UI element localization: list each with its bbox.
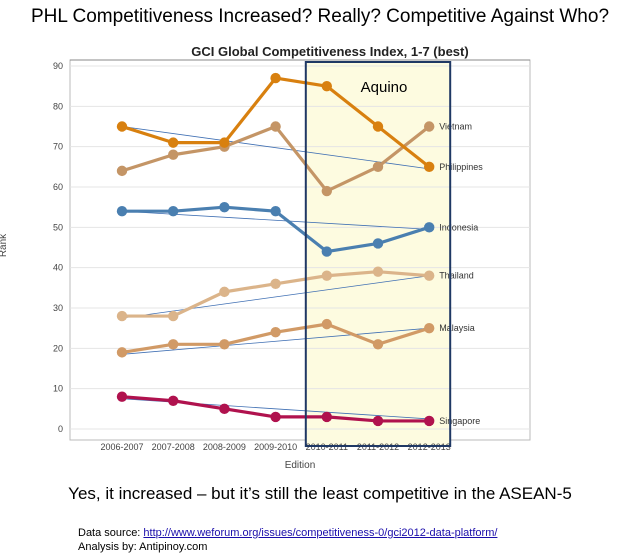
y-tick-label: 30 xyxy=(53,303,63,313)
data-point-indonesia xyxy=(321,246,332,257)
data-point-philippines xyxy=(219,137,230,148)
aquino-highlight-border xyxy=(304,61,452,447)
data-point-thailand xyxy=(219,286,230,298)
data-point-indonesia xyxy=(116,206,128,217)
series-label-thailand: Thailand xyxy=(439,271,474,281)
data-point-malaysia xyxy=(372,339,384,350)
data-point-indonesia xyxy=(424,222,435,233)
y-tick-label: 50 xyxy=(53,222,63,232)
aquino-label: Aquino xyxy=(361,79,408,96)
data-point-malaysia xyxy=(321,318,332,330)
chart-title: GCI Global Competitiveness Index, 1-7 (b… xyxy=(191,44,469,59)
line-chart: 0 10 20 30 40 50 60 70 80 90 2006-2007 2007-2008 200… xyxy=(53,59,531,452)
data-source-link[interactable]: http://www.weforum.org/issues/competitiv… xyxy=(143,527,498,539)
y-tick-label: 40 xyxy=(53,263,63,273)
data-point-philippines xyxy=(424,161,435,173)
data-point-indonesia xyxy=(219,201,230,213)
data-point-philippines xyxy=(116,121,128,132)
data-point-philippines xyxy=(270,72,281,84)
data-point-thailand xyxy=(270,278,281,289)
data-point-malaysia xyxy=(116,347,128,358)
data-point-thailand xyxy=(168,310,179,322)
x-tick-label: 2007-2008 xyxy=(152,442,195,452)
trendline-malaysia xyxy=(121,327,430,355)
x-tick-label: 2008-2009 xyxy=(203,442,246,452)
data-point-singapore xyxy=(321,411,332,423)
plot-area xyxy=(69,59,531,441)
y-tick-label: 70 xyxy=(53,142,63,152)
data-point-thailand xyxy=(372,266,384,277)
y-tick-label: 10 xyxy=(53,384,63,394)
data-point-singapore xyxy=(372,415,384,427)
data-point-singapore xyxy=(116,391,128,402)
data-point-thailand xyxy=(321,270,332,281)
data-point-vietnam xyxy=(168,149,179,160)
data-point-singapore xyxy=(219,403,230,415)
headline: PHL Competitiveness Increased? Really? C… xyxy=(30,6,610,27)
data-point-philippines xyxy=(168,137,179,148)
x-axis-label: Edition xyxy=(284,460,316,471)
data-point-singapore xyxy=(270,411,281,423)
data-point-singapore xyxy=(424,415,435,427)
y-tick-label: 0 xyxy=(58,424,63,434)
data-point-vietnam xyxy=(270,121,281,132)
caption: Yes, it increased – but it’s still the l… xyxy=(68,484,572,503)
data-point-malaysia xyxy=(270,327,281,338)
data-point-thailand xyxy=(116,310,128,322)
data-point-vietnam xyxy=(116,165,128,177)
data-point-indonesia xyxy=(372,238,384,249)
y-tick-label: 90 xyxy=(53,61,63,71)
data-source: Data source: http://www.weforum.org/issu… xyxy=(78,527,497,539)
data-point-singapore xyxy=(168,395,179,406)
y-tick-label: 20 xyxy=(53,343,63,353)
x-tick-label: 2009-2010 xyxy=(254,442,297,452)
data-point-indonesia xyxy=(270,206,281,217)
data-point-malaysia xyxy=(219,339,230,350)
y-tick-label: 60 xyxy=(53,182,63,192)
series-label-indonesia: Indonesia xyxy=(439,222,478,232)
y-tick-label: 80 xyxy=(53,101,63,111)
series-label-malaysia: Malaysia xyxy=(439,323,475,333)
data-point-vietnam xyxy=(424,121,435,132)
series-label-singapore: Singapore xyxy=(439,416,480,426)
analysis-credit: Analysis by: Antipinoy.com xyxy=(78,541,208,553)
data-point-philippines xyxy=(372,121,384,132)
series-label-vietnam: Vietnam xyxy=(439,122,472,132)
data-point-thailand xyxy=(424,270,435,281)
data-point-vietnam xyxy=(372,161,384,173)
data-source-label: Data source: xyxy=(78,527,144,539)
series-label-philippines: Philippines xyxy=(439,162,483,172)
data-point-philippines xyxy=(321,80,332,92)
x-tick-label: 2006-2007 xyxy=(100,442,143,452)
data-point-vietnam xyxy=(321,185,332,197)
data-point-malaysia xyxy=(424,322,435,334)
data-point-indonesia xyxy=(168,206,179,217)
data-point-malaysia xyxy=(168,339,179,350)
